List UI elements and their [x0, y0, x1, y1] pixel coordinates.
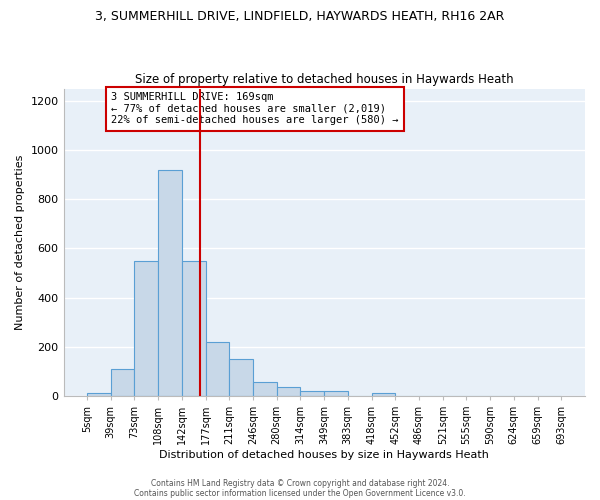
Title: Size of property relative to detached houses in Haywards Heath: Size of property relative to detached ho… [135, 73, 514, 86]
Bar [300, 391, 324, 396]
Bar [277, 388, 300, 396]
Bar [324, 391, 347, 396]
X-axis label: Distribution of detached houses by size in Haywards Heath: Distribution of detached houses by size … [160, 450, 489, 460]
Text: Contains HM Land Registry data © Crown copyright and database right 2024.: Contains HM Land Registry data © Crown c… [151, 478, 449, 488]
Text: 3, SUMMERHILL DRIVE, LINDFIELD, HAYWARDS HEATH, RH16 2AR: 3, SUMMERHILL DRIVE, LINDFIELD, HAYWARDS… [95, 10, 505, 23]
Bar [110, 369, 134, 396]
Text: 3 SUMMERHILL DRIVE: 169sqm
← 77% of detached houses are smaller (2,019)
22% of s: 3 SUMMERHILL DRIVE: 169sqm ← 77% of deta… [112, 92, 399, 126]
Bar [158, 170, 182, 396]
Y-axis label: Number of detached properties: Number of detached properties [15, 154, 25, 330]
Bar [182, 260, 206, 396]
Bar [372, 394, 395, 396]
Bar [134, 260, 158, 396]
Text: Contains public sector information licensed under the Open Government Licence v3: Contains public sector information licen… [134, 488, 466, 498]
Bar [253, 382, 277, 396]
Bar [229, 359, 253, 396]
Bar [206, 342, 229, 396]
Bar [87, 394, 110, 396]
